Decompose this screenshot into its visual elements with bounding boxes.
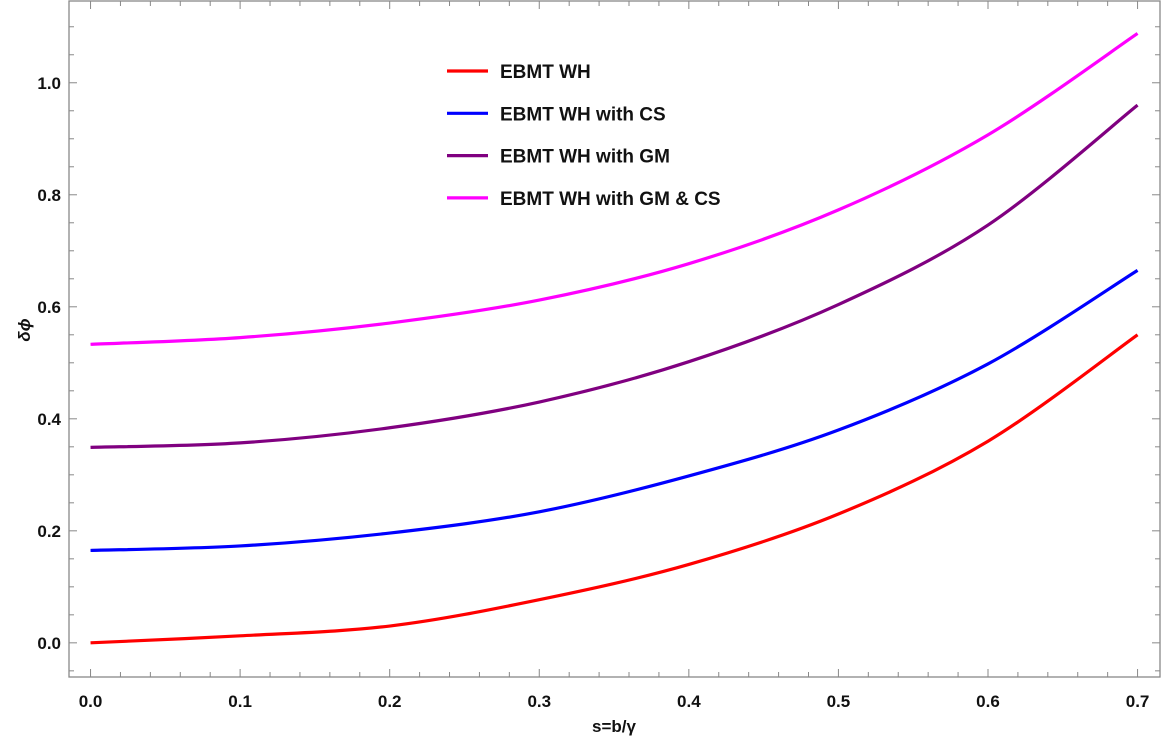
series-line xyxy=(90,32,1139,346)
axis-ticks: 0.0 0.1 0.2 0.3 0.4 0.5 0.6 0.7 0.0 0.2 0.4 0.6 0.8 1… xyxy=(37,1,1160,711)
legend-label: EBMT WH with GM xyxy=(500,147,670,168)
legend-label: EBMT WH with GM & CS xyxy=(500,189,721,210)
legend-label: EBMT WH xyxy=(500,62,591,83)
legend: EBMT WH EBMT WH with CS EBMT WH with GM EBM… xyxy=(447,62,721,210)
plot-border xyxy=(68,0,1161,678)
y-tick-label: 0.2 xyxy=(37,522,61,541)
y-tick-label: 0.0 xyxy=(37,634,61,653)
x-tick-label: 0.7 xyxy=(1126,692,1150,711)
series-line xyxy=(90,269,1139,553)
y-tick-label: 0.4 xyxy=(37,410,61,429)
plot-frame xyxy=(68,0,1161,678)
series-lines xyxy=(90,32,1139,645)
x-tick-label: 0.3 xyxy=(527,692,551,711)
series-line xyxy=(90,103,1139,449)
x-tick-label: 0.0 xyxy=(79,692,103,711)
y-tick-label: 0.8 xyxy=(37,186,61,205)
x-tick-label: 0.5 xyxy=(827,692,851,711)
x-tick-label: 0.2 xyxy=(378,692,402,711)
legend-label: EBMT WH with CS xyxy=(500,104,666,125)
x-tick-label: 0.1 xyxy=(228,692,252,711)
series-line xyxy=(90,333,1139,645)
y-axis-label: δϕ xyxy=(15,318,34,341)
y-tick-label: 1.0 xyxy=(37,74,61,93)
y-tick-label: 0.6 xyxy=(37,298,61,317)
x-tick-label: 0.4 xyxy=(677,692,701,711)
x-axis-label: s=b/γ xyxy=(592,717,636,736)
x-tick-label: 0.6 xyxy=(976,692,1000,711)
